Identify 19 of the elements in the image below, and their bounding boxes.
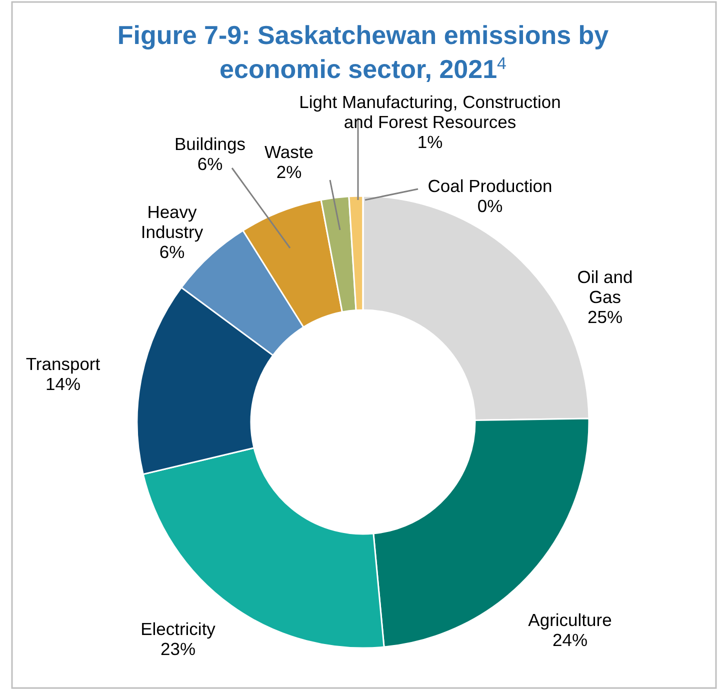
data-label: 23% — [160, 639, 196, 659]
text: 0% — [477, 196, 503, 216]
data-label: 1% — [417, 132, 443, 152]
slice-label: Heavy Industry — [140, 202, 204, 242]
slice-label: Buildings — [174, 134, 246, 154]
slice-label: Light Manufacturing, Construction and Forest Resources — [299, 92, 561, 132]
legend-label: Coal Production — [428, 176, 552, 196]
chart-title: Figure 7-9: Saskatchewan emissions by economic sector, 2021$^{4}$ — [117, 20, 610, 84]
slice-label: Transport — [26, 354, 100, 374]
data-label: 25% — [587, 307, 623, 327]
slice-label: Agriculture — [528, 610, 612, 630]
data-label: 6% — [197, 154, 223, 174]
slice-label: Oil and Gas — [577, 267, 633, 307]
data-label: 2% — [276, 162, 302, 182]
data-label: 24% — [552, 630, 588, 650]
data-label: 6% — [159, 242, 185, 262]
data-label: 14% — [45, 374, 81, 394]
slice-label: Waste — [264, 142, 314, 162]
slice-label: Electricity — [140, 619, 216, 639]
